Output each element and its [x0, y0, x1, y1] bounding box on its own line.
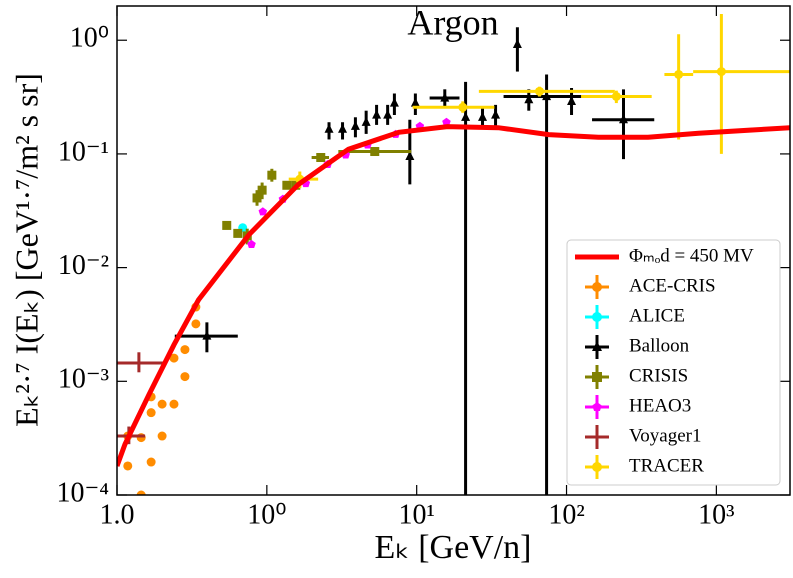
marker: [370, 147, 380, 157]
marker: [202, 330, 212, 340]
legend-label: ALICE: [629, 305, 685, 326]
legend-label: HEAO3: [629, 395, 691, 416]
marker: [233, 228, 243, 238]
marker: [338, 123, 348, 133]
marker: [567, 95, 577, 105]
marker: [137, 361, 141, 365]
marker: [592, 372, 602, 382]
legend-label: ACE-CRIS: [629, 275, 716, 296]
marker: [222, 220, 232, 230]
marker: [389, 97, 399, 107]
legend-label: Φₘₒd = 450 MV: [629, 245, 754, 266]
marker: [478, 111, 488, 121]
marker: [592, 312, 602, 322]
marker: [257, 185, 267, 195]
marker: [461, 111, 471, 121]
marker: [372, 109, 382, 119]
marker: [191, 319, 201, 329]
legend-label: TRACER: [629, 455, 704, 476]
marker: [123, 461, 133, 471]
y-tick-label: 10⁻³: [58, 364, 109, 395]
marker: [361, 116, 371, 126]
marker: [440, 92, 450, 102]
marker: [611, 91, 621, 101]
marker: [180, 345, 190, 355]
marker: [383, 109, 393, 119]
x-tick-label: 10⁰: [247, 499, 286, 530]
y-axis-label: Eₖ²·⁷ I(Eₖ) [GeV¹·⁷/m² s sr]: [8, 73, 44, 427]
marker: [491, 109, 501, 119]
marker: [592, 282, 602, 292]
legend-label: CRISIS: [629, 365, 688, 386]
marker: [267, 170, 277, 180]
marker: [252, 193, 262, 203]
x-tick-label: 1.0: [100, 499, 135, 530]
marker: [169, 399, 179, 409]
model-line: [117, 124, 790, 467]
marker: [674, 69, 684, 79]
marker: [442, 117, 451, 126]
marker: [146, 408, 156, 418]
y-tick-label: 10⁻⁴: [56, 477, 109, 508]
marker: [542, 91, 552, 101]
plot-area: [117, 14, 790, 495]
marker: [282, 180, 292, 190]
legend-label: Voyager1: [629, 425, 701, 446]
x-axis-label: Eₖ [GeV/n]: [374, 529, 531, 566]
marker: [592, 341, 602, 351]
marker: [592, 462, 602, 472]
axes-frame: [116, 5, 791, 496]
marker: [410, 97, 420, 107]
marker: [157, 399, 167, 409]
marker: [169, 353, 179, 363]
y-tick-label: 10⁰: [70, 23, 109, 54]
marker: [524, 94, 534, 104]
x-tick-label: 10³: [698, 499, 734, 530]
marker: [716, 67, 726, 77]
marker: [258, 207, 268, 216]
marker: [180, 372, 190, 382]
chart-title: Argon: [407, 2, 498, 42]
marker: [157, 431, 167, 441]
marker: [146, 457, 156, 467]
marker: [350, 120, 360, 130]
marker: [324, 123, 334, 133]
legend-box: [566, 239, 781, 486]
marker: [458, 102, 468, 112]
marker: [512, 38, 522, 48]
marker: [619, 114, 629, 124]
x-tick-label: 10²: [548, 499, 584, 530]
marker: [316, 153, 326, 163]
marker: [405, 151, 415, 161]
marker: [247, 239, 256, 249]
marker: [136, 490, 146, 495]
legend-label: Balloon: [629, 335, 690, 356]
marker: [136, 433, 146, 443]
marker: [592, 402, 602, 412]
marker: [534, 86, 544, 96]
y-tick-label: 10⁻²: [58, 250, 109, 281]
x-tick-label: 10¹: [398, 499, 434, 530]
y-tick-label: 10⁻¹: [58, 136, 109, 167]
